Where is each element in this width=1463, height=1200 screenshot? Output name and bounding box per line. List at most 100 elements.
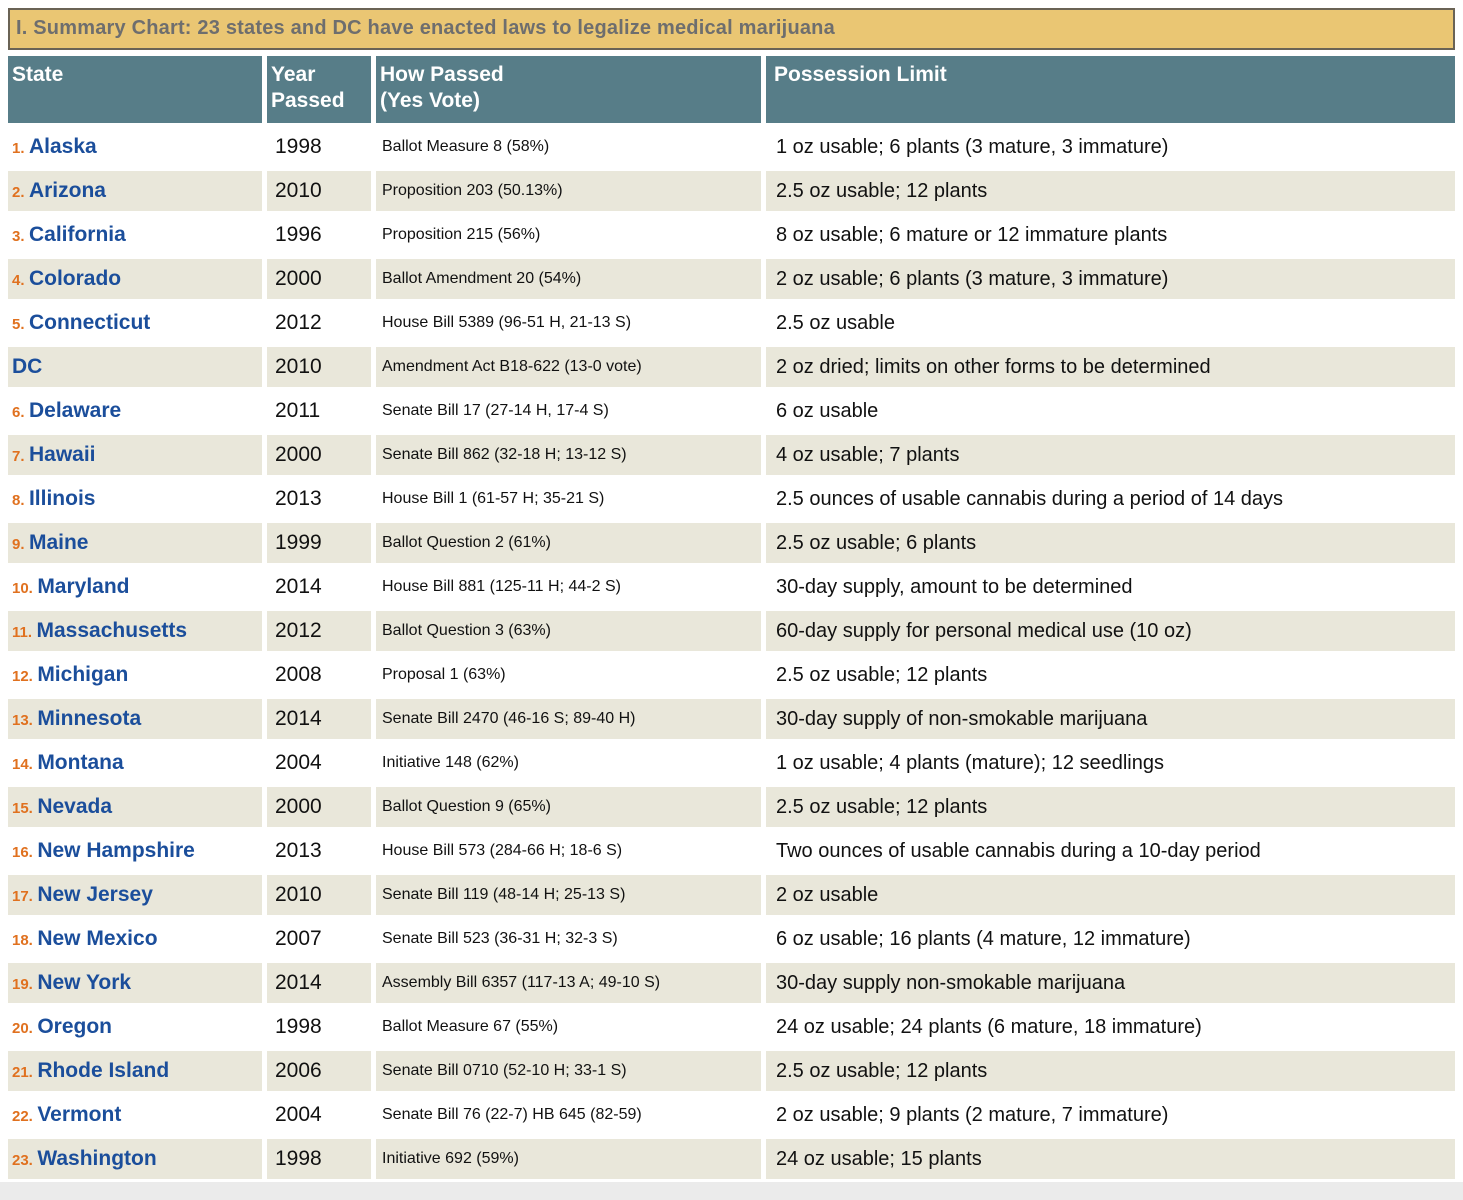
year-passed-cell: 2014 (267, 963, 371, 1003)
state-cell: 17. New Jersey (8, 875, 262, 915)
state-cell: 22. Vermont (8, 1095, 262, 1135)
how-passed-cell: Ballot Question 2 (61%) (376, 523, 761, 563)
how-passed-cell: Senate Bill 0710 (52-10 H; 33-1 S) (376, 1051, 761, 1091)
row-number: 19. (12, 976, 33, 993)
row-number: 4. (12, 272, 25, 289)
state-cell: 16. New Hampshire (8, 831, 262, 871)
possession-limit-cell: 6 oz usable (766, 391, 1455, 431)
how-passed-cell: Ballot Measure 67 (55%) (376, 1007, 761, 1047)
possession-limit-cell: 6 oz usable; 16 plants (4 mature, 12 imm… (766, 919, 1455, 959)
state-link[interactable]: Connecticut (28, 311, 151, 334)
row-number: 18. (12, 932, 33, 949)
row-number: 20. (12, 1020, 33, 1037)
summary-title: I. Summary Chart: 23 states and DC have … (16, 17, 835, 39)
state-cell: 6. Delaware (8, 391, 262, 431)
state-link[interactable]: Alaska (28, 135, 97, 158)
how-passed-cell: Initiative 692 (59%) (376, 1139, 761, 1179)
state-link[interactable]: Minnesota (37, 707, 142, 730)
table-row: 1. Alaska 1998 Ballot Measure 8 (58%) 1 … (8, 127, 1455, 167)
how-passed-cell: Senate Bill 862 (32-18 H; 13-12 S) (376, 435, 761, 475)
table-row: 9. Maine 1999 Ballot Question 2 (61%) 2.… (8, 523, 1455, 563)
how-passed-cell: House Bill 1 (61-57 H; 35-21 S) (376, 479, 761, 519)
state-link[interactable]: Oregon (37, 1015, 112, 1038)
state-link[interactable]: Hawaii (28, 443, 96, 466)
possession-limit-cell: 60-day supply for personal medical use (… (766, 611, 1455, 651)
state-link[interactable]: DC (12, 355, 43, 378)
table-row: 13. Minnesota 2014 Senate Bill 2470 (46-… (8, 699, 1455, 739)
year-passed-cell: 1999 (267, 523, 371, 563)
state-link[interactable]: Maine (28, 531, 89, 554)
year-passed-cell: 1996 (267, 215, 371, 255)
year-passed-cell: 2011 (267, 391, 371, 431)
how-passed-cell: Assembly Bill 6357 (117-13 A; 49-10 S) (376, 963, 761, 1003)
state-cell: 5. Connecticut (8, 303, 262, 343)
state-cell: DC (8, 347, 262, 387)
possession-limit-cell: 2.5 oz usable; 12 plants (766, 171, 1455, 211)
state-cell: 2. Arizona (8, 171, 262, 211)
state-link[interactable]: California (28, 223, 126, 246)
table-row: 22. Vermont 2004 Senate Bill 76 (22-7) H… (8, 1095, 1455, 1135)
column-header-how-passed: How Passed (Yes Vote) (376, 56, 761, 123)
state-link[interactable]: Michigan (37, 663, 129, 686)
how-passed-cell: House Bill 573 (284-66 H; 18-6 S) (376, 831, 761, 871)
how-passed-cell: Proposition 203 (50.13%) (376, 171, 761, 211)
table-header: State Year Passed How Passed (Yes Vote) … (8, 56, 1455, 123)
state-cell: 15. Nevada (8, 787, 262, 827)
row-number: 14. (12, 756, 33, 773)
table-row: 2. Arizona 2010 Proposition 203 (50.13%)… (8, 171, 1455, 211)
possession-limit-cell: 2 oz usable; 6 plants (3 mature, 3 immat… (766, 259, 1455, 299)
state-link[interactable]: Nevada (37, 795, 113, 818)
possession-limit-cell: 2.5 oz usable; 6 plants (766, 523, 1455, 563)
summary-table: State Year Passed How Passed (Yes Vote) … (3, 52, 1460, 1183)
state-cell: 18. New Mexico (8, 919, 262, 959)
year-passed-cell: 2008 (267, 655, 371, 695)
state-cell: 20. Oregon (8, 1007, 262, 1047)
column-header-possession-limit: Possession Limit (766, 56, 1455, 123)
state-link[interactable]: Massachusetts (36, 619, 188, 642)
state-link[interactable]: Montana (37, 751, 124, 774)
state-cell: 7. Hawaii (8, 435, 262, 475)
year-passed-cell: 2000 (267, 259, 371, 299)
possession-limit-cell: 24 oz usable; 24 plants (6 mature, 18 im… (766, 1007, 1455, 1047)
possession-limit-cell: 30-day supply of non-smokable marijuana (766, 699, 1455, 739)
year-passed-cell: 2012 (267, 303, 371, 343)
row-number: 8. (12, 492, 25, 509)
row-number: 17. (12, 888, 33, 905)
state-cell: 10. Maryland (8, 567, 262, 607)
how-passed-cell: Senate Bill 523 (36-31 H; 32-3 S) (376, 919, 761, 959)
state-link[interactable]: New Jersey (37, 883, 153, 906)
row-number: 2. (12, 184, 25, 201)
summary-title-bar: I. Summary Chart: 23 states and DC have … (8, 8, 1455, 50)
table-row: 15. Nevada 2000 Ballot Question 9 (65%) … (8, 787, 1455, 827)
state-link[interactable]: Rhode Island (37, 1059, 170, 1082)
state-link[interactable]: Washington (37, 1147, 157, 1170)
how-passed-cell: Senate Bill 76 (22-7) HB 645 (82-59) (376, 1095, 761, 1135)
row-number: 3. (12, 228, 25, 245)
state-link[interactable]: New York (37, 971, 132, 994)
state-link[interactable]: Colorado (28, 267, 122, 290)
state-cell: 13. Minnesota (8, 699, 262, 739)
state-cell: 9. Maine (8, 523, 262, 563)
possession-limit-cell: 2 oz dried; limits on other forms to be … (766, 347, 1455, 387)
row-number: 5. (12, 316, 25, 333)
table-row: 14. Montana 2004 Initiative 148 (62%) 1 … (8, 743, 1455, 783)
table-row: 23. Washington 1998 Initiative 692 (59%)… (8, 1139, 1455, 1179)
state-link[interactable]: Maryland (37, 575, 130, 598)
possession-limit-cell: 2 oz usable; 9 plants (2 mature, 7 immat… (766, 1095, 1455, 1135)
year-passed-cell: 2000 (267, 787, 371, 827)
year-passed-cell: 2004 (267, 743, 371, 783)
possession-limit-cell: 2 oz usable (766, 875, 1455, 915)
row-number: 15. (12, 800, 33, 817)
state-link[interactable]: Delaware (28, 399, 122, 422)
state-link[interactable]: New Mexico (37, 927, 158, 950)
state-link[interactable]: Vermont (37, 1103, 122, 1126)
how-passed-cell: Initiative 148 (62%) (376, 743, 761, 783)
year-passed-cell: 1998 (267, 1139, 371, 1179)
state-cell: 19. New York (8, 963, 262, 1003)
state-link[interactable]: Illinois (28, 487, 96, 510)
state-link[interactable]: New Hampshire (37, 839, 195, 862)
state-cell: 14. Montana (8, 743, 262, 783)
state-cell: 1. Alaska (8, 127, 262, 167)
how-passed-cell: Senate Bill 17 (27-14 H, 17-4 S) (376, 391, 761, 431)
state-link[interactable]: Arizona (28, 179, 106, 202)
